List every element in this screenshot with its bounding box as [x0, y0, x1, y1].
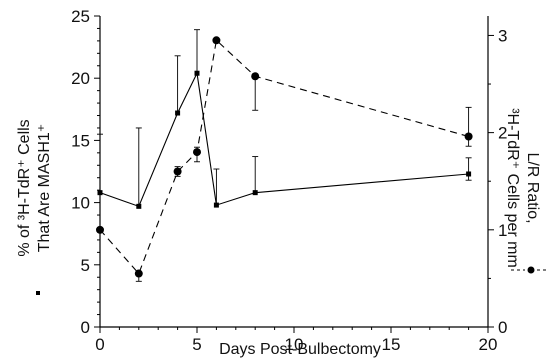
series-1-line [99, 71, 469, 208]
left-y-tick-label: 15 [71, 131, 90, 150]
series-1-point [136, 203, 142, 209]
series-2-point [251, 72, 260, 81]
series-1-point [252, 190, 258, 196]
series-1-point [97, 190, 103, 196]
series-2-point [134, 269, 143, 278]
series-1-point [466, 171, 472, 177]
series-2-point [464, 132, 473, 141]
x-axis-label: Days Post-Bulbectomy [219, 341, 381, 358]
series-2-point [212, 36, 221, 45]
right-y-tick-label: 3 [498, 26, 507, 45]
right-axis-marker-circle [527, 266, 535, 274]
x-tick-label: 5 [192, 335, 201, 354]
series-layer [96, 29, 473, 282]
series-2-point [96, 225, 104, 234]
series-2-line [99, 39, 469, 275]
series-1-point [194, 70, 200, 76]
left-y-axis-label-line1: % of ³H-TdR⁺ Cells [16, 119, 33, 256]
series-2-point [193, 148, 201, 157]
right-y-axis-label-line2: ³H-TdR⁺ Cells per mm [504, 108, 521, 268]
left-y-axis-label-line2: That Are MASH1⁺ [36, 124, 53, 253]
x-tick-label: 0 [95, 335, 104, 354]
legend-markers [36, 266, 547, 295]
left-y-tick-label: 5 [81, 256, 90, 275]
series-2-point [173, 167, 182, 176]
right-y-axis-label-line1: L/R Ratio, [524, 152, 541, 223]
left-y-tick-label: 10 [71, 194, 90, 213]
x-tick-label: 15 [382, 335, 401, 354]
right-y-tick-label: 2 [498, 124, 507, 143]
x-tick-label: 20 [479, 335, 498, 354]
right-y-tick-label: 0 [498, 318, 507, 337]
left-y-tick-label: 0 [81, 318, 90, 337]
x-tick-label: 10 [285, 335, 304, 354]
left-y-tick-label: 25 [71, 7, 90, 26]
series-1-point [175, 110, 181, 116]
left-y-tick-label: 20 [71, 69, 90, 88]
series-1-point [213, 202, 219, 208]
left-axis-marker-square [36, 291, 40, 295]
right-y-tick-label: 1 [498, 221, 507, 240]
